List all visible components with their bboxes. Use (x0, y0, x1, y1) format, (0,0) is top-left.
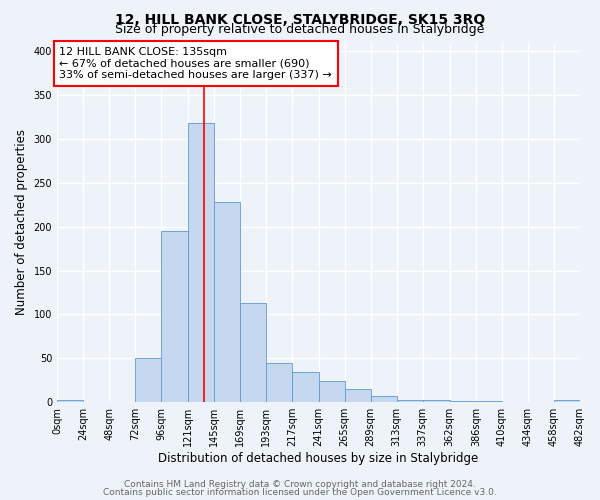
Y-axis label: Number of detached properties: Number of detached properties (15, 130, 28, 316)
Bar (241, 303, 266, 402)
Bar (554, 400, 580, 402)
Bar (161, 231, 188, 402)
Bar (57, 400, 83, 402)
Bar (371, 396, 397, 402)
Text: 12 HILL BANK CLOSE: 135sqm
← 67% of detached houses are smaller (690)
33% of sem: 12 HILL BANK CLOSE: 135sqm ← 67% of deta… (59, 47, 332, 80)
Bar (397, 400, 422, 402)
X-axis label: Distribution of detached houses by size in Stalybridge: Distribution of detached houses by size … (158, 452, 479, 465)
Bar (135, 358, 161, 402)
Bar (422, 400, 450, 402)
Text: Size of property relative to detached houses in Stalybridge: Size of property relative to detached ho… (115, 24, 485, 36)
Bar (344, 389, 371, 402)
Bar (319, 381, 344, 402)
Bar (292, 372, 319, 402)
Text: Contains public sector information licensed under the Open Government Licence v3: Contains public sector information licen… (103, 488, 497, 497)
Text: 12, HILL BANK CLOSE, STALYBRIDGE, SK15 3RQ: 12, HILL BANK CLOSE, STALYBRIDGE, SK15 3… (115, 12, 485, 26)
Bar (266, 362, 292, 402)
Bar (214, 202, 241, 402)
Text: Contains HM Land Registry data © Crown copyright and database right 2024.: Contains HM Land Registry data © Crown c… (124, 480, 476, 489)
Bar (188, 123, 214, 402)
